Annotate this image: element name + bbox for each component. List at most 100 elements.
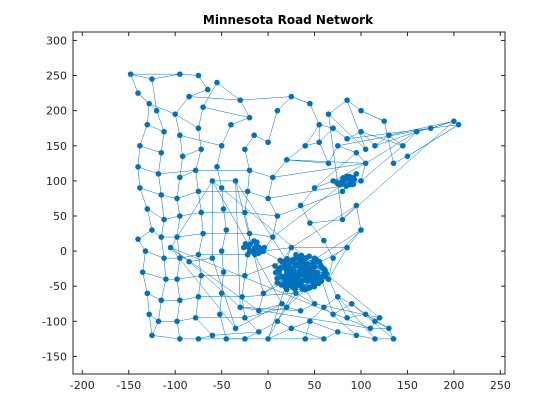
road-edge — [200, 212, 204, 234]
road-node — [144, 206, 151, 212]
road-edge — [291, 205, 357, 248]
road-edge — [145, 250, 165, 259]
node-layer — [127, 71, 462, 342]
road-node — [195, 188, 202, 195]
road-edge — [356, 205, 362, 231]
road-node — [316, 139, 322, 146]
road-node — [386, 325, 392, 332]
road-node — [344, 174, 350, 181]
road-edge — [158, 152, 162, 174]
road-edge — [235, 180, 241, 308]
road-node — [353, 202, 360, 209]
road-node — [284, 281, 291, 287]
road-edge — [267, 321, 278, 340]
road-edge — [286, 293, 297, 308]
road-edge — [247, 170, 250, 192]
road-node — [307, 220, 313, 226]
road-edge — [328, 99, 348, 115]
road-edge — [216, 166, 222, 188]
road-node — [314, 269, 320, 276]
road-node — [220, 269, 227, 275]
road-edge — [337, 145, 357, 154]
road-edge — [244, 191, 248, 213]
road-edge — [161, 237, 165, 259]
road-edge — [161, 279, 167, 301]
road-edge — [170, 247, 259, 311]
road-node — [400, 142, 406, 149]
road-edge — [198, 233, 204, 255]
road-edge — [328, 145, 338, 164]
road-node — [330, 178, 336, 184]
road-node — [218, 142, 225, 149]
road-edge — [356, 335, 375, 340]
road-edge — [137, 145, 141, 167]
road-node — [198, 272, 205, 279]
road-edge — [309, 219, 343, 224]
road-node — [260, 290, 267, 297]
road-edge — [158, 173, 162, 195]
road-edge — [221, 272, 224, 294]
road-edge — [337, 331, 357, 336]
road-node — [265, 336, 271, 342]
road-node — [158, 149, 165, 156]
road-node — [186, 258, 192, 265]
road-edge — [212, 180, 380, 319]
road-node — [155, 318, 162, 325]
road-edge — [305, 124, 320, 146]
road-node — [311, 300, 318, 307]
road-edge — [176, 237, 181, 259]
road-node — [177, 255, 183, 261]
road-edge — [240, 96, 292, 101]
road-edge — [244, 254, 248, 276]
road-node — [334, 142, 341, 149]
road-node — [297, 202, 304, 209]
x-tick-label: 100 — [351, 379, 372, 392]
road-edge — [176, 321, 181, 339]
road-edge — [179, 296, 199, 301]
road-edge — [195, 170, 199, 192]
road-edge — [240, 100, 250, 118]
road-node — [283, 304, 290, 311]
road-edge — [177, 233, 204, 238]
road-edge — [179, 134, 222, 147]
road-edge — [198, 191, 202, 213]
road-node — [177, 297, 183, 304]
road-node — [195, 336, 202, 342]
road-node — [307, 100, 313, 107]
x-tick-label: 200 — [443, 379, 464, 392]
y-tick-label: 50 — [53, 210, 67, 223]
road-edge — [179, 254, 199, 259]
road-edge — [430, 120, 454, 129]
road-edge — [328, 114, 343, 220]
road-edge — [272, 215, 278, 238]
road-node — [139, 269, 146, 275]
road-edge — [212, 331, 259, 336]
road-node — [316, 279, 322, 286]
road-edge — [198, 254, 202, 276]
road-edge — [142, 271, 166, 280]
road-node — [135, 236, 141, 242]
y-tick-label: 150 — [46, 140, 67, 153]
road-node — [274, 318, 281, 325]
road-edge — [360, 145, 403, 182]
y-tick-label: -100 — [42, 315, 67, 328]
road-edge — [314, 180, 334, 189]
road-edge — [244, 307, 287, 319]
road-node — [155, 171, 162, 177]
road-node — [276, 269, 282, 275]
road-node — [198, 146, 205, 153]
road-edge — [240, 307, 301, 312]
road-node — [144, 121, 151, 128]
road-edge — [258, 303, 283, 312]
road-edge — [291, 96, 310, 104]
road-node — [285, 260, 292, 266]
road-node — [177, 213, 183, 219]
road-edge — [137, 166, 159, 175]
road-edge — [158, 300, 162, 322]
road-node — [321, 304, 327, 311]
x-tick-label: -100 — [163, 379, 188, 392]
road-edge — [267, 177, 273, 199]
road-node — [242, 146, 248, 153]
road-node — [325, 160, 332, 167]
road-node — [339, 216, 346, 223]
